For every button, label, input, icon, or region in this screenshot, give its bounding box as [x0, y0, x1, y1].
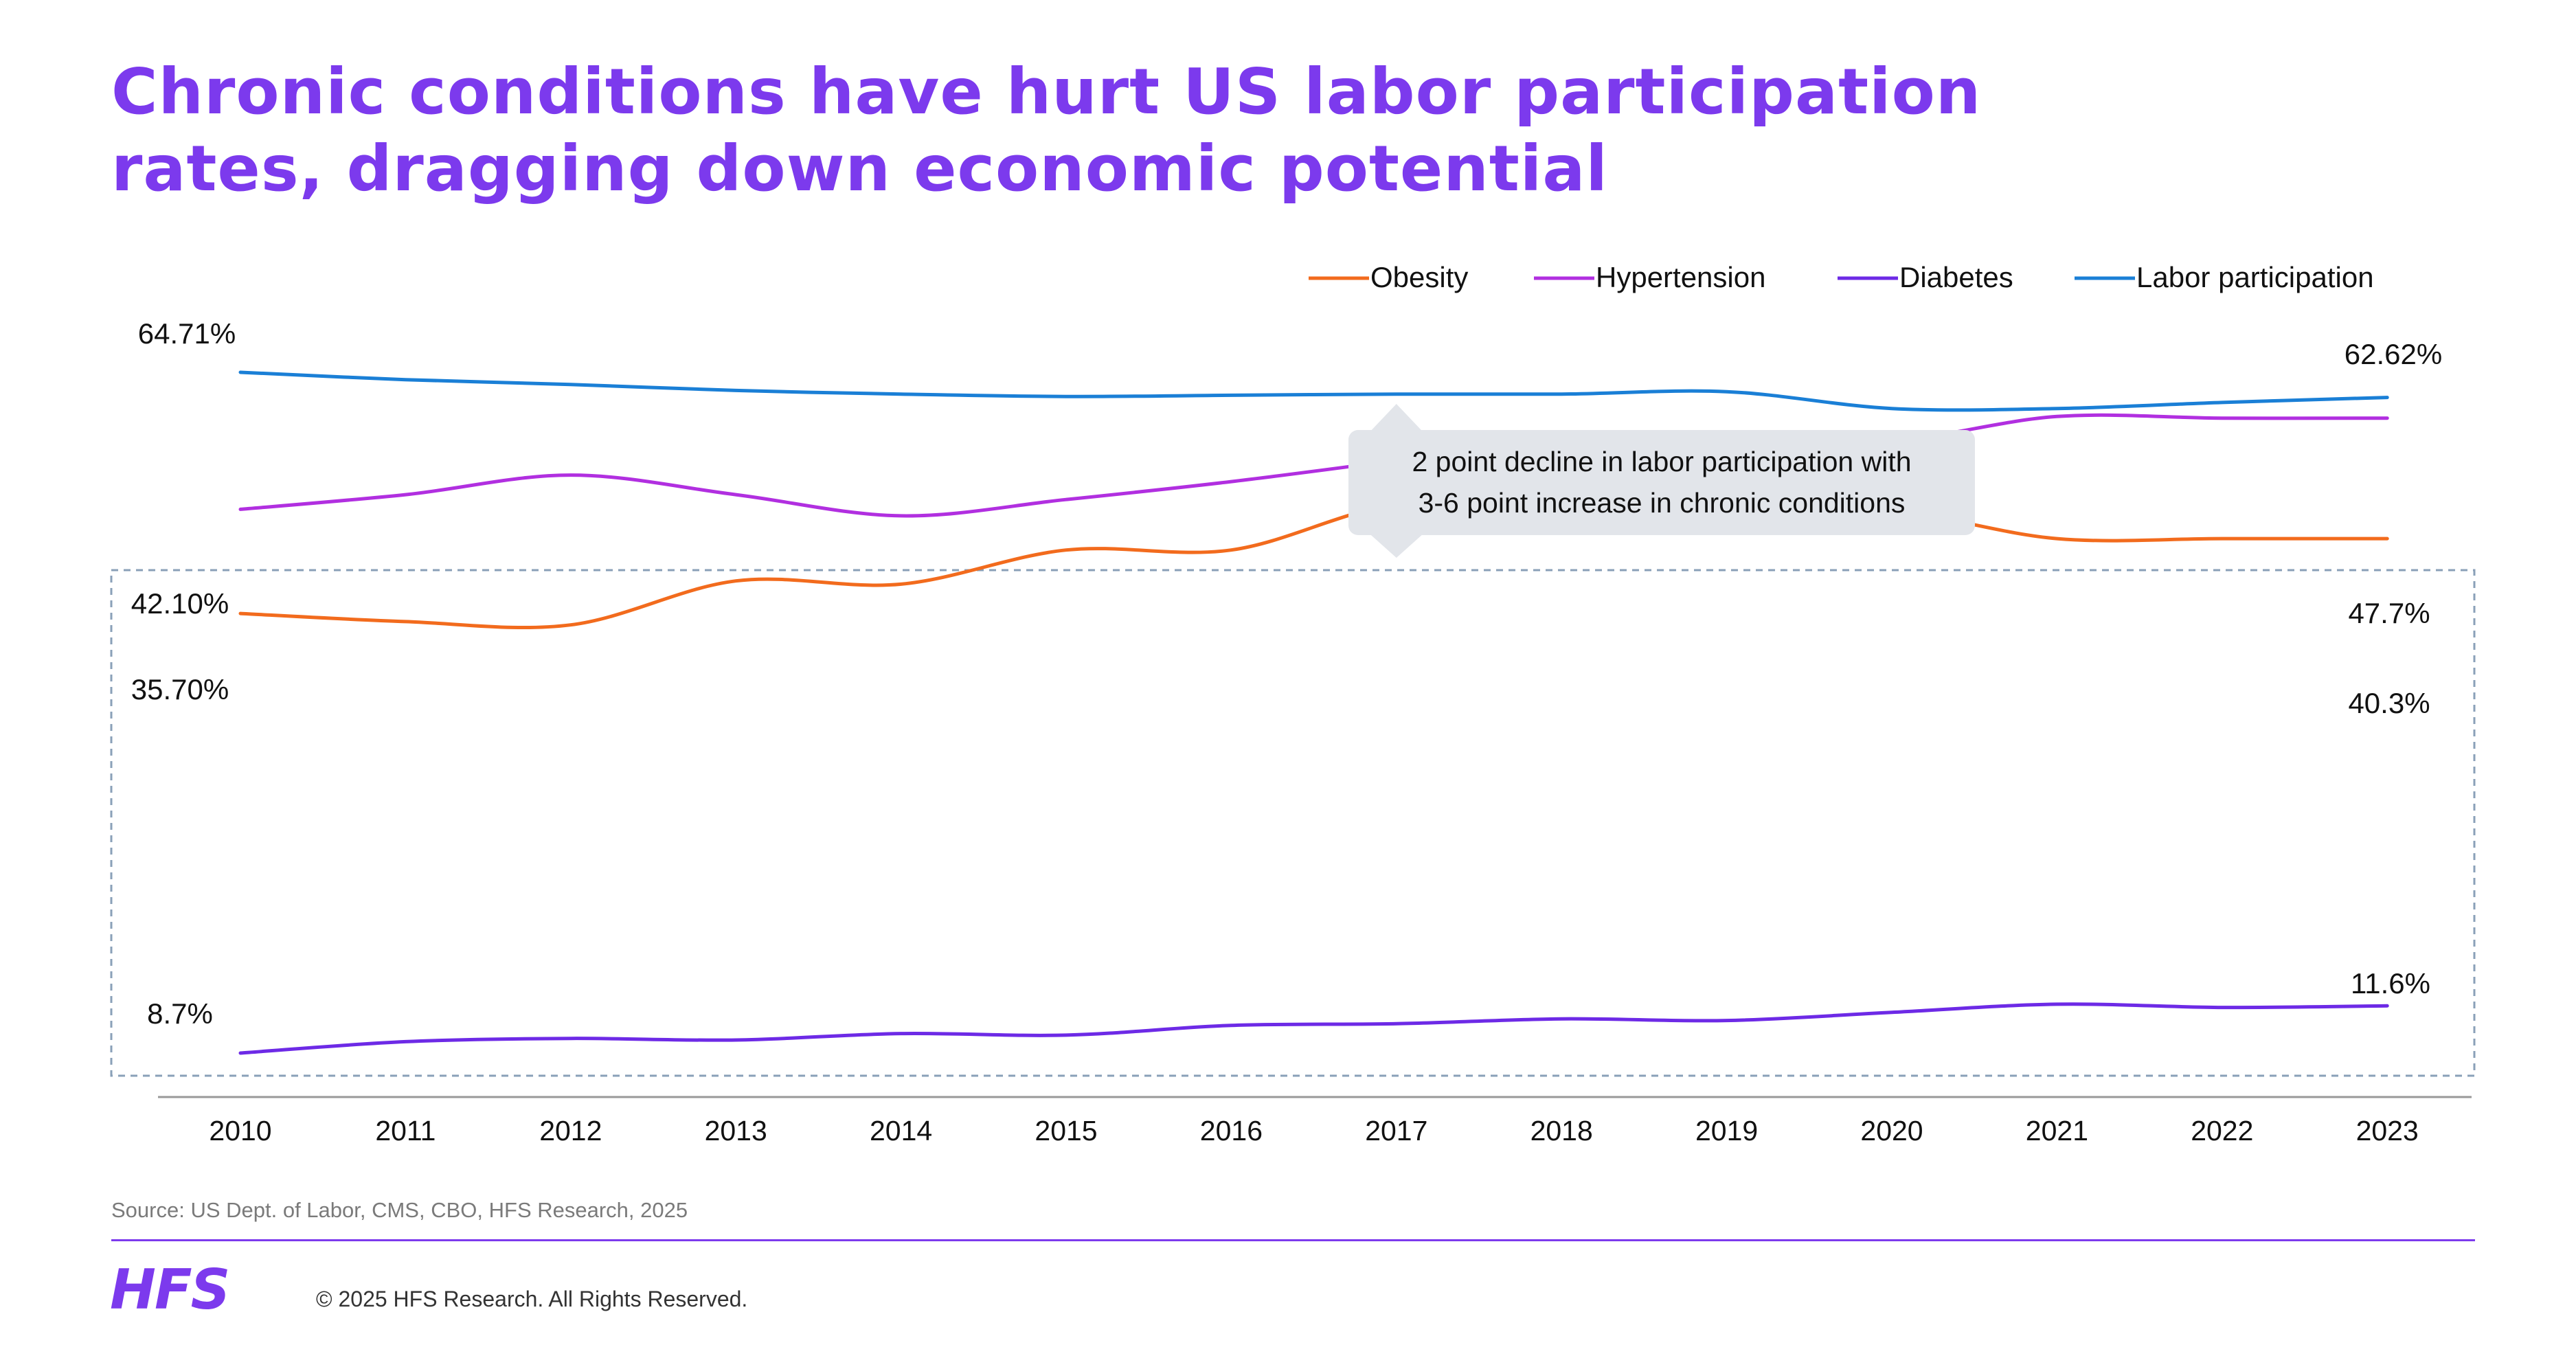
end-value-label: 62.62% — [2345, 338, 2442, 370]
footer-divider — [111, 1239, 2475, 1241]
annotation-text: 3-6 point increase in chronic conditions — [1419, 487, 1906, 519]
end-value-label: 47.7% — [2348, 597, 2430, 629]
hypertension-line — [238, 413, 2389, 518]
legend-label: Labor participation — [2136, 261, 2374, 293]
x-tick-label: 2018 — [1530, 1115, 1593, 1146]
hfs-logo: HFS — [110, 1258, 230, 1322]
x-tick-label: 2014 — [870, 1115, 932, 1146]
end-value-label: 40.3% — [2348, 687, 2430, 719]
page-title: Chronic conditions have hurt US labor pa… — [111, 54, 2447, 207]
x-tick-label: 2023 — [2356, 1115, 2419, 1146]
start-value-label: 42.10% — [131, 587, 229, 620]
legend-label: Obesity — [1370, 261, 1468, 293]
title-line: rates, dragging down economic potential — [111, 132, 1608, 205]
source-note: Source: US Dept. of Labor, CMS, CBO, HFS… — [111, 1198, 688, 1222]
x-tick-label: 2015 — [1035, 1115, 1097, 1146]
start-value-label: 8.7% — [147, 997, 213, 1030]
end-value-label: 11.6% — [2351, 967, 2430, 999]
callout-pointer-top — [1370, 404, 1423, 431]
obesity-line — [238, 499, 2389, 630]
annotation-text: 2 point decline in labor participation w… — [1412, 446, 1911, 477]
callout-pointer-bottom — [1370, 534, 1423, 558]
x-tick-label: 2022 — [2191, 1115, 2253, 1146]
start-value-label: 35.70% — [131, 673, 229, 705]
legend-label: Diabetes — [1899, 261, 2013, 293]
title-line: Chronic conditions have hurt US labor pa… — [111, 55, 1982, 128]
line-chart: 2010 2011 2012 2013 2014 2015 2016 2017 2018 2019… — [110, 261, 2476, 1146]
diabetes-line — [238, 1002, 2389, 1055]
copyright-text: © 2025 HFS Research. All Rights Reserved… — [316, 1287, 748, 1311]
x-tick-label: 2020 — [1860, 1115, 1923, 1146]
chronic-conditions-box — [110, 569, 2476, 1077]
x-tick-label: 2010 — [209, 1115, 271, 1146]
legend-label: Hypertension — [1596, 261, 1765, 293]
x-tick-label: 2016 — [1200, 1115, 1263, 1146]
x-tick-label: 2019 — [1695, 1115, 1758, 1146]
x-tick-label: 2021 — [2026, 1115, 2088, 1146]
x-tick-label: 2012 — [539, 1115, 602, 1146]
x-tick-label: 2013 — [705, 1115, 767, 1146]
labor-participation-line — [238, 370, 2389, 412]
annotation-callout — [1348, 430, 1975, 535]
x-tick-label: 2011 — [375, 1115, 436, 1146]
start-value-label: 64.71% — [138, 317, 236, 350]
x-tick-label: 2017 — [1365, 1115, 1427, 1146]
